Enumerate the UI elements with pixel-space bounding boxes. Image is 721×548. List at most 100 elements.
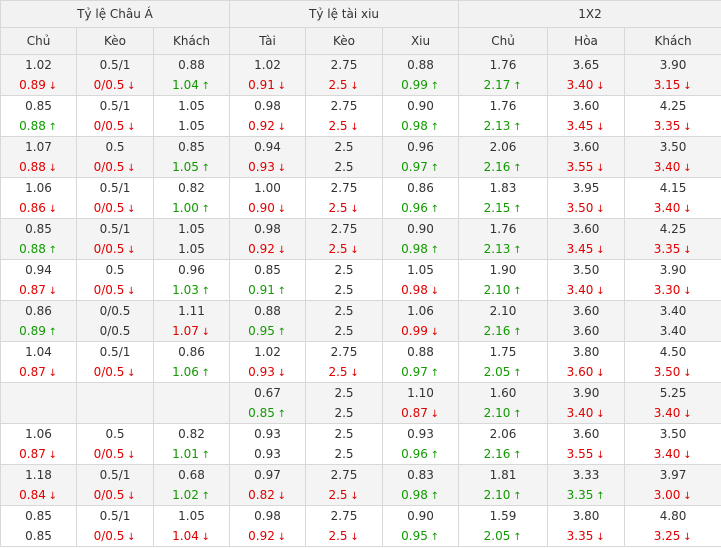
arrow-down-icon: ↓ bbox=[595, 200, 605, 220]
current-odds-value: 3.00 bbox=[654, 488, 681, 502]
current-odds-value: 0/0.5 bbox=[94, 119, 125, 133]
arrow-down-icon: ↓ bbox=[126, 364, 136, 384]
opening-odds: 4.80 bbox=[625, 506, 721, 526]
opening-odds: 0.93 bbox=[383, 424, 458, 444]
opening-odds: 0.85 bbox=[154, 137, 229, 157]
current-odds: 2.15↑ bbox=[459, 198, 547, 218]
current-odds-value: 1.00 bbox=[172, 201, 199, 215]
current-odds: 0/0.5↓ bbox=[77, 362, 153, 382]
group-header-1x2: 1X2 bbox=[459, 1, 721, 28]
opening-odds: 1.59 bbox=[459, 506, 547, 526]
opening-odds: 0.96 bbox=[154, 260, 229, 280]
opening-odds: 0.82 bbox=[154, 178, 229, 198]
current-odds-value: 1.02 bbox=[172, 488, 199, 502]
column-header: Xiu bbox=[383, 28, 459, 55]
opening-odds: 1.76 bbox=[459, 96, 547, 116]
arrow-up-icon: ↑ bbox=[48, 118, 58, 138]
current-odds-value: 0.82 bbox=[248, 488, 275, 502]
column-header: Hòa bbox=[548, 28, 625, 55]
arrow-up-icon: ↑ bbox=[512, 323, 522, 343]
current-odds: 2.5↓ bbox=[306, 116, 382, 136]
arrow-up-icon: ↑ bbox=[201, 364, 211, 384]
current-odds: 2.16↑ bbox=[459, 157, 547, 177]
opening-odds: 4.50 bbox=[625, 342, 721, 362]
current-odds: 0.93↓ bbox=[230, 157, 305, 177]
opening-odds: 0.5/1 bbox=[77, 219, 153, 239]
current-odds-value: 3.45 bbox=[567, 242, 594, 256]
arrow-up-icon: ↑ bbox=[430, 200, 440, 220]
current-odds-value: 0.89 bbox=[19, 78, 46, 92]
column-header-row: Chủ Kèo Khách Tài Kèo Xiu Chủ Hòa Khách bbox=[1, 28, 721, 55]
arrow-down-icon: ↓ bbox=[350, 241, 360, 261]
arrow-down-icon: ↓ bbox=[595, 364, 605, 384]
arrow-up-icon: ↑ bbox=[512, 528, 522, 548]
arrow-down-icon: ↓ bbox=[126, 200, 136, 220]
current-odds: 2.05↑ bbox=[459, 526, 547, 546]
opening-odds bbox=[77, 383, 153, 403]
current-odds-value: 0.97 bbox=[401, 365, 428, 379]
arrow-down-icon: ↓ bbox=[682, 446, 692, 466]
current-odds: 0.87↓ bbox=[1, 444, 76, 464]
current-odds: 1.01↑ bbox=[154, 444, 229, 464]
current-odds: 1.04↑ bbox=[154, 75, 229, 95]
arrow-up-icon: ↑ bbox=[512, 77, 522, 97]
opening-odds: 2.75 bbox=[306, 219, 382, 239]
opening-odds: 0.5 bbox=[77, 260, 153, 280]
current-odds: 1.05 bbox=[154, 116, 229, 136]
opening-odds: 1.00 bbox=[230, 178, 305, 198]
arrow-up-icon: ↑ bbox=[201, 282, 211, 302]
opening-odds: 2.75 bbox=[306, 96, 382, 116]
current-odds: 2.13↑ bbox=[459, 116, 547, 136]
current-odds-value: 2.5 bbox=[328, 365, 347, 379]
current-odds: 0/0.5↓ bbox=[77, 444, 153, 464]
arrow-up-icon: ↑ bbox=[512, 118, 522, 138]
current-odds: 2.5↓ bbox=[306, 239, 382, 259]
current-odds-value: 3.55 bbox=[567, 447, 594, 461]
current-odds-value: 0.93 bbox=[248, 365, 275, 379]
current-odds: 0.89↑ bbox=[1, 321, 76, 341]
current-odds: 0/0.5↓ bbox=[77, 485, 153, 505]
opening-odds: 0.68 bbox=[154, 465, 229, 485]
opening-odds: 0.5/1 bbox=[77, 96, 153, 116]
arrow-down-icon: ↓ bbox=[277, 118, 287, 138]
current-odds: 0.96↑ bbox=[383, 198, 458, 218]
current-odds: 0.87↓ bbox=[1, 280, 76, 300]
current-odds-value: 0.91 bbox=[248, 78, 275, 92]
opening-odds: 0.67 bbox=[230, 383, 305, 403]
arrow-down-icon: ↓ bbox=[595, 77, 605, 97]
current-odds bbox=[77, 403, 153, 423]
arrow-up-icon: ↑ bbox=[430, 159, 440, 179]
arrow-up-icon: ↑ bbox=[201, 200, 211, 220]
opening-odds: 1.06 bbox=[1, 178, 76, 198]
current-odds-value: 0.98 bbox=[401, 283, 428, 297]
current-odds-value: 1.04 bbox=[172, 78, 199, 92]
current-odds-value: 0.84 bbox=[19, 488, 46, 502]
current-odds-value: 2.5 bbox=[328, 201, 347, 215]
opening-odds: 0.86 bbox=[383, 178, 458, 198]
current-odds: 3.35↓ bbox=[625, 239, 721, 259]
current-odds-value: 0/0.5 bbox=[94, 78, 125, 92]
current-odds: 0.85↑ bbox=[230, 403, 305, 423]
